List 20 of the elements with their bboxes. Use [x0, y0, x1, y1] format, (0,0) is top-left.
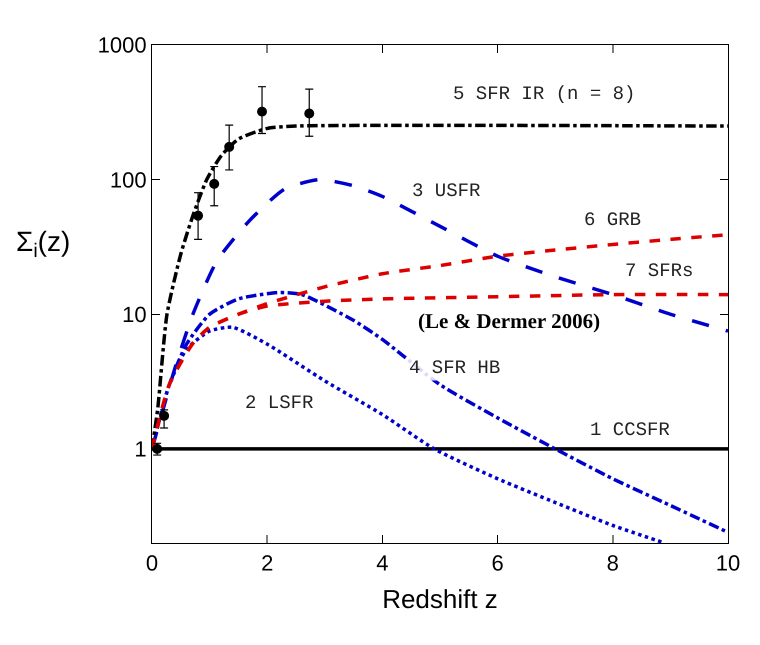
y-tick-label: 1000: [98, 32, 147, 58]
series-label: 1 CCSFR: [590, 419, 670, 441]
series-label: 6 GRB: [584, 209, 642, 231]
x-tick-label: 8: [606, 550, 619, 576]
series-label: 3 USFR: [412, 180, 480, 202]
y-tick-label: 1: [134, 436, 147, 462]
series-label: 2 LSFR: [245, 392, 314, 414]
x-tick-label: 10: [716, 550, 740, 576]
x-tick-label: 0: [146, 550, 158, 576]
series-label: 7 SFRs: [625, 260, 694, 282]
x-tick-label: 2: [261, 550, 274, 576]
x-axis-title: Redshift z: [382, 584, 498, 614]
y-tick-label: 10: [122, 302, 147, 327]
series-label: 5 SFR IR (n = 8): [453, 83, 636, 105]
x-tick-label: 6: [491, 550, 504, 576]
y-tick-label: 100: [110, 167, 147, 192]
annotation: (Le & Dermer 2006): [418, 309, 600, 333]
series-label: 4 SFR HB: [409, 357, 500, 379]
x-tick-label: 4: [376, 550, 389, 576]
y-axis-title: Σ$_{i}$(z): [16, 226, 70, 262]
